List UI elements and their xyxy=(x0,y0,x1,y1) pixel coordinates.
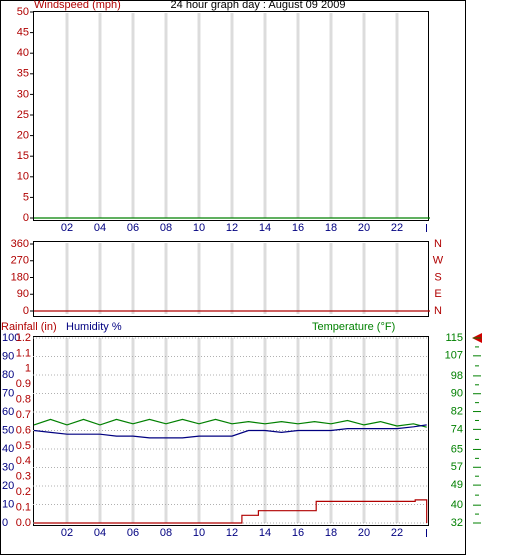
y3-tick-label: 0.6 xyxy=(16,424,31,436)
y-tick-label: 90 xyxy=(17,288,29,300)
y-tick-label: 0 xyxy=(23,305,29,317)
y-tick-label: 70 xyxy=(2,387,14,399)
y3-tick-label: 1 xyxy=(25,363,31,375)
x-tick-label: 10 xyxy=(193,222,205,234)
y-tick-label: 100 xyxy=(2,332,20,344)
x-tick-label: 12 xyxy=(226,222,238,234)
y-tick-label: 20 xyxy=(2,480,14,492)
y3-label: Rainfall (in) xyxy=(1,321,57,333)
x-tick-label: 14 xyxy=(259,222,271,234)
y2-tick-label: 107 xyxy=(445,350,463,362)
x-tick-label: 20 xyxy=(358,222,370,234)
y3-tick-label: 0.3 xyxy=(16,471,31,483)
y-tick-label: 50 xyxy=(17,6,29,18)
data-line xyxy=(33,424,427,439)
data-line xyxy=(33,418,427,428)
x-tick-label: 12 xyxy=(226,527,238,539)
x-tick-label: 04 xyxy=(94,222,106,234)
x-tick-label: 22 xyxy=(391,527,403,539)
y3-tick-label: 0.9 xyxy=(16,378,31,390)
x-tick-label: 08 xyxy=(160,222,172,234)
y-label: Windspeed (mph) xyxy=(34,0,121,11)
data-line xyxy=(34,499,428,524)
y3-tick-label: 0.2 xyxy=(16,486,31,498)
direction-label: E xyxy=(434,288,441,300)
x-tick-label: 14 xyxy=(259,527,271,539)
y-label: Humidity % xyxy=(66,321,122,333)
y3-tick-label: 0.5 xyxy=(16,440,31,452)
y3-tick-label: 1.1 xyxy=(16,347,31,359)
x-tick-label: 16 xyxy=(292,222,304,234)
y-tick-label: 360 xyxy=(11,238,29,250)
y-tick-label: 40 xyxy=(17,47,29,59)
y2-tick-label: 82 xyxy=(451,405,463,417)
x-tick-label: 02 xyxy=(61,222,73,234)
y-tick-label: 60 xyxy=(2,406,14,418)
x-tick-label: 06 xyxy=(127,222,139,234)
x-tick-label: 08 xyxy=(160,527,172,539)
x-tick-label: 10 xyxy=(193,527,205,539)
y2-tick-label: 49 xyxy=(451,479,463,491)
x-tick-label: 20 xyxy=(358,527,370,539)
chart-title: 24 hour graph day : August 09 2009 xyxy=(171,0,346,11)
y2-tick-label: 40 xyxy=(451,499,463,511)
direction-label: S xyxy=(434,271,441,283)
y-tick-label: 30 xyxy=(17,88,29,100)
y-tick-label: 50 xyxy=(2,424,14,436)
y2-tick-label: 115 xyxy=(445,332,463,344)
y2-tick-label: 90 xyxy=(451,388,463,400)
y-tick-label: 15 xyxy=(17,150,29,162)
x-tick-label: 04 xyxy=(94,527,106,539)
y-tick-label: 270 xyxy=(11,255,29,267)
y2-tick-label: 65 xyxy=(451,443,463,455)
y-tick-label: 5 xyxy=(23,191,29,203)
y2-tick-label: 98 xyxy=(451,370,463,382)
y-tick-label: 10 xyxy=(17,171,29,183)
direction-label: W xyxy=(433,255,444,267)
y-tick-label: 40 xyxy=(2,443,14,455)
x-tick-label: 22 xyxy=(391,222,403,234)
y3-tick-label: 0.4 xyxy=(16,455,31,467)
y-tick-label: 30 xyxy=(2,461,14,473)
y-tick-label: 10 xyxy=(2,498,14,510)
y-tick-label: 20 xyxy=(17,130,29,142)
y3-tick-label: 0.0 xyxy=(16,517,31,529)
direction-label: N xyxy=(434,305,442,317)
y-tick-label: 45 xyxy=(17,27,29,39)
y3-tick-label: 1.2 xyxy=(16,332,31,344)
y2-label: Temperature (°F) xyxy=(312,321,395,333)
direction-label: N xyxy=(434,238,442,250)
y3-tick-label: 0.8 xyxy=(16,394,31,406)
y-tick-label: 35 xyxy=(17,68,29,80)
x-tick-label: 18 xyxy=(325,527,337,539)
y-tick-label: 90 xyxy=(2,350,14,362)
x-tick-label: 06 xyxy=(127,527,139,539)
y-tick-label: 180 xyxy=(11,271,29,283)
y-tick-label: 80 xyxy=(2,369,14,381)
y3-tick-label: 0.7 xyxy=(16,409,31,421)
y3-tick-label: 0.1 xyxy=(16,501,31,513)
x-tick-label: 16 xyxy=(292,527,304,539)
y2-tick-label: 57 xyxy=(451,461,463,473)
x-tick-label: 18 xyxy=(325,222,337,234)
y2-tick-label: 32 xyxy=(451,517,463,529)
x-tick-label: 02 xyxy=(61,527,73,539)
frame xyxy=(0,0,466,555)
y-tick-label: 25 xyxy=(17,109,29,121)
y2-tick-label: 74 xyxy=(451,423,463,435)
y-tick-label: 0 xyxy=(23,212,29,224)
y-tick-label: 0 xyxy=(2,517,8,529)
